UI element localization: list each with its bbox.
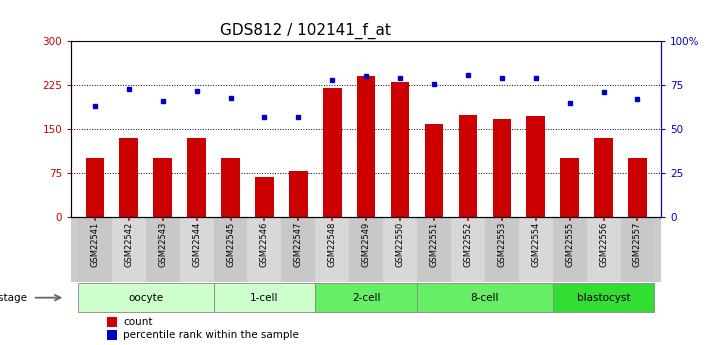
Bar	[485, 217, 519, 282]
Bar	[85, 158, 105, 217]
Bar	[621, 217, 654, 282]
Bar	[587, 217, 621, 282]
Bar	[560, 158, 579, 217]
Bar	[213, 217, 247, 282]
Bar	[78, 283, 213, 312]
Bar	[552, 283, 654, 312]
Bar	[289, 171, 308, 217]
Text: GSM22544: GSM22544	[192, 222, 201, 267]
Text: GSM22557: GSM22557	[633, 222, 642, 267]
Text: oocyte: oocyte	[128, 293, 164, 303]
Text: 2-cell: 2-cell	[352, 293, 380, 303]
Bar	[78, 217, 112, 282]
Bar	[628, 158, 647, 217]
Bar	[112, 217, 146, 282]
Bar	[255, 177, 274, 217]
Text: 1-cell: 1-cell	[250, 293, 279, 303]
Bar	[519, 217, 552, 282]
Bar	[459, 115, 477, 217]
Bar	[357, 77, 375, 217]
Bar	[424, 125, 444, 217]
Text: GSM22555: GSM22555	[565, 222, 574, 267]
Text: GSM22543: GSM22543	[158, 222, 167, 267]
Text: GSM22549: GSM22549	[362, 222, 370, 267]
Bar	[107, 317, 117, 327]
Bar	[107, 330, 117, 340]
Text: GSM22546: GSM22546	[260, 222, 269, 267]
Bar	[247, 217, 282, 282]
Text: 8-cell: 8-cell	[471, 293, 499, 303]
Bar	[383, 217, 417, 282]
Bar	[323, 88, 341, 217]
Text: GDS812 / 102141_f_at: GDS812 / 102141_f_at	[220, 22, 391, 39]
Bar	[391, 82, 410, 217]
Text: GSM22545: GSM22545	[226, 222, 235, 267]
Text: GSM22553: GSM22553	[497, 222, 506, 267]
Bar	[154, 158, 172, 217]
Bar	[187, 138, 206, 217]
Bar	[526, 116, 545, 217]
Bar	[282, 217, 315, 282]
Text: GSM22548: GSM22548	[328, 222, 337, 267]
Bar	[349, 217, 383, 282]
Text: GSM22542: GSM22542	[124, 222, 133, 267]
Bar	[180, 217, 213, 282]
Text: development stage: development stage	[0, 293, 27, 303]
Text: GSM22541: GSM22541	[90, 222, 100, 267]
Bar	[315, 283, 417, 312]
Bar	[594, 138, 613, 217]
Bar	[315, 217, 349, 282]
Bar	[417, 217, 451, 282]
Text: GSM22554: GSM22554	[531, 222, 540, 267]
Text: count: count	[123, 317, 153, 327]
Text: GSM22547: GSM22547	[294, 222, 303, 267]
Bar	[552, 217, 587, 282]
Text: GSM22550: GSM22550	[395, 222, 405, 267]
Bar	[221, 158, 240, 217]
Text: percentile rank within the sample: percentile rank within the sample	[123, 330, 299, 340]
Text: GSM22552: GSM22552	[464, 222, 472, 267]
Text: GSM22551: GSM22551	[429, 222, 439, 267]
Text: blastocyst: blastocyst	[577, 293, 631, 303]
Bar	[213, 283, 315, 312]
Text: GSM22556: GSM22556	[599, 222, 608, 267]
Bar	[451, 217, 485, 282]
Bar	[493, 119, 511, 217]
Bar	[119, 138, 138, 217]
Bar	[146, 217, 180, 282]
Bar	[417, 283, 552, 312]
